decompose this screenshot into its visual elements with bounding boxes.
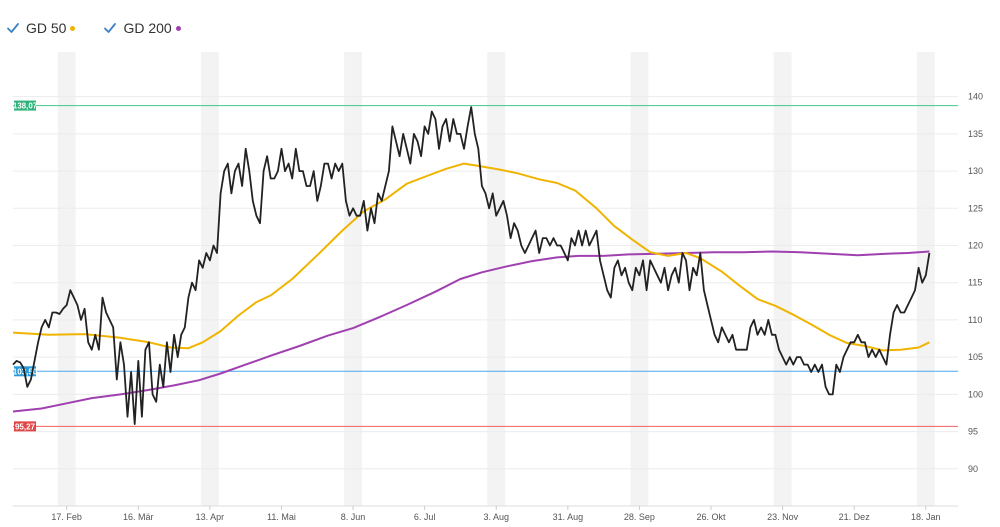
gd200-series-line	[12, 250, 930, 413]
x-tick-label: 3. Aug	[483, 512, 509, 522]
checkmark-icon[interactable]	[103, 21, 117, 35]
legend-dot-gd200	[175, 25, 181, 31]
y-tick-label: 95	[968, 427, 978, 437]
x-tick-label: 31. Aug	[553, 512, 584, 522]
x-tick-label: 6. Jul	[414, 512, 436, 522]
grid-band	[487, 52, 506, 506]
y-tick-label: 90	[968, 464, 978, 474]
grid-band	[916, 52, 935, 506]
x-tick-label: 17. Feb	[51, 512, 82, 522]
y-tick-label: 140	[968, 92, 983, 102]
reference-badge	[14, 421, 36, 432]
checkmark-icon[interactable]	[6, 21, 20, 35]
legend-label-gd50: GD 50	[26, 20, 67, 36]
y-tick-label: 105	[968, 352, 983, 362]
legend-item-gd200[interactable]: GD 200	[103, 20, 181, 36]
grid-band	[344, 52, 363, 506]
x-tick-label: 13. Apr	[196, 512, 225, 522]
x-tick-label: 11. Mai	[267, 512, 296, 522]
y-tick-label: 100	[968, 389, 983, 399]
y-tick-label: 115	[968, 278, 982, 288]
grid-band	[200, 52, 219, 506]
y-tick-label: 110	[968, 315, 982, 325]
legend-dot-gd50	[70, 25, 76, 31]
x-tick-label: 28. Sep	[624, 512, 655, 522]
y-tick-label: 130	[968, 166, 983, 176]
y-tick-label: 135	[968, 129, 983, 139]
grid-band	[773, 52, 792, 506]
x-tick-label: 26. Okt	[697, 512, 727, 522]
reference-badge	[14, 100, 36, 111]
legend: GD 50 GD 200	[6, 18, 181, 38]
y-tick-label: 125	[968, 203, 983, 213]
x-tick-label: 16. Mär	[123, 512, 154, 522]
x-tick-label: 18. Jan	[911, 512, 941, 522]
reference-badge-label: 95,27	[15, 422, 36, 431]
reference-badge-label: 138,07	[13, 102, 38, 111]
grid-band	[630, 52, 649, 506]
grid-band	[57, 52, 76, 506]
price-series-line	[12, 106, 931, 425]
x-tick-label: 8. Jun	[341, 512, 366, 522]
x-tick-label: 23. Nov	[767, 512, 799, 522]
y-tick-label: 120	[968, 241, 983, 251]
gd50-series-line	[12, 162, 930, 352]
x-tick-label: 21. Dez	[839, 512, 871, 522]
legend-label-gd200: GD 200	[123, 20, 172, 36]
legend-item-gd50[interactable]: GD 50	[6, 20, 76, 36]
